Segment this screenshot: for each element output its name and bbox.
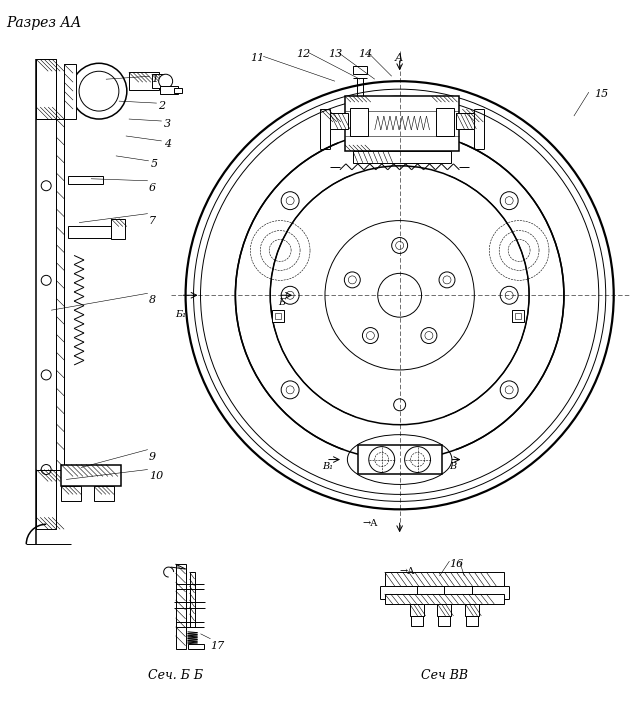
Bar bbox=[436, 108, 454, 136]
Text: 15: 15 bbox=[594, 89, 608, 99]
Text: 3: 3 bbox=[164, 119, 171, 129]
Text: 8: 8 bbox=[149, 295, 156, 305]
Bar bbox=[36, 469, 56, 529]
Bar bbox=[466, 616, 479, 626]
Text: В₁: В₁ bbox=[322, 461, 333, 471]
Bar bbox=[129, 72, 158, 90]
Text: 16: 16 bbox=[449, 559, 464, 569]
Bar bbox=[438, 616, 450, 626]
Bar bbox=[188, 644, 203, 649]
Text: А: А bbox=[395, 53, 403, 63]
Text: →А: →А bbox=[399, 567, 415, 576]
Bar bbox=[190, 572, 194, 627]
Text: Б: Б bbox=[278, 298, 285, 308]
Bar bbox=[353, 66, 367, 74]
Bar bbox=[176, 564, 185, 649]
Text: 7: 7 bbox=[149, 216, 156, 226]
Text: 10: 10 bbox=[149, 471, 163, 481]
Bar bbox=[36, 59, 56, 119]
Bar bbox=[515, 313, 521, 319]
Bar bbox=[272, 310, 284, 322]
Bar bbox=[438, 604, 451, 616]
Bar bbox=[61, 464, 121, 486]
Bar bbox=[358, 444, 442, 474]
Bar bbox=[465, 604, 479, 616]
Bar bbox=[410, 604, 424, 616]
Bar bbox=[385, 572, 504, 586]
Text: 1: 1 bbox=[151, 74, 158, 84]
Bar bbox=[94, 486, 114, 501]
Bar bbox=[385, 594, 504, 604]
Bar bbox=[350, 108, 368, 136]
Bar bbox=[56, 119, 64, 469]
Circle shape bbox=[71, 63, 127, 119]
Bar bbox=[160, 86, 178, 94]
Circle shape bbox=[158, 74, 173, 88]
Bar bbox=[275, 313, 281, 319]
Text: 9: 9 bbox=[149, 451, 156, 461]
Text: В: В bbox=[449, 461, 456, 471]
Text: 17: 17 bbox=[210, 641, 225, 651]
Bar bbox=[68, 226, 123, 238]
Bar bbox=[174, 88, 181, 93]
Bar bbox=[345, 96, 459, 151]
Text: Б₁: Б₁ bbox=[176, 310, 187, 319]
Circle shape bbox=[79, 71, 119, 111]
Text: 11: 11 bbox=[250, 53, 265, 63]
Text: 12: 12 bbox=[296, 49, 311, 59]
Bar bbox=[64, 64, 76, 119]
Text: Разрез АА: Разрез АА bbox=[6, 16, 82, 31]
Text: →А: →А bbox=[363, 519, 378, 528]
Bar bbox=[151, 74, 164, 88]
Bar bbox=[411, 616, 422, 626]
Bar bbox=[456, 113, 474, 129]
Text: Сеч. Б Б: Сеч. Б Б bbox=[148, 669, 203, 681]
Text: 13: 13 bbox=[328, 49, 343, 59]
Text: 4: 4 bbox=[164, 139, 171, 149]
Text: Сеч ВВ: Сеч ВВ bbox=[421, 669, 468, 681]
Text: 6: 6 bbox=[149, 183, 156, 193]
Text: 14: 14 bbox=[358, 49, 372, 59]
Bar bbox=[330, 113, 348, 129]
Bar bbox=[512, 310, 524, 322]
Bar bbox=[111, 219, 125, 239]
Bar bbox=[68, 176, 103, 184]
Text: 5: 5 bbox=[151, 159, 158, 169]
Bar bbox=[61, 486, 81, 501]
Bar bbox=[353, 151, 451, 163]
Text: 2: 2 bbox=[158, 101, 165, 111]
